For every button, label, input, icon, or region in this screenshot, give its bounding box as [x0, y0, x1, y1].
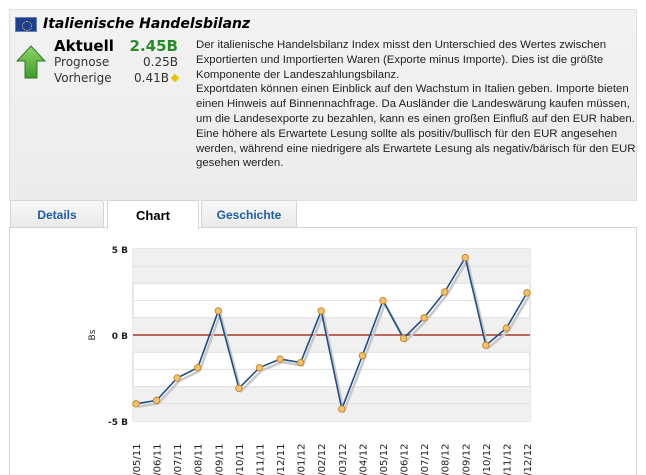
x-tick-label: 15/11/11	[255, 444, 266, 475]
data-point	[296, 358, 305, 367]
x-tick-label: 12/08/11	[194, 444, 205, 475]
actual-row: Aktuell 2.45B	[54, 37, 178, 55]
x-tick-label: 14/10/11	[235, 444, 246, 475]
indicator-header-panel: Italienische Handelsbilanz Aktuell 2.45B…	[9, 9, 637, 201]
previous-value: 0.41B	[134, 71, 169, 85]
forecast-row: Prognose 0.25B	[54, 55, 178, 69]
data-point	[235, 384, 243, 393]
x-tick-label: 16/07/12	[420, 444, 431, 475]
data-point	[358, 351, 367, 360]
previous-label: Vorherige	[54, 71, 112, 85]
description-paragraph: Eine höhere als Erwartete Lesung sollte …	[196, 127, 636, 170]
data-point	[152, 396, 161, 405]
x-tick-label: 17/12/12	[523, 444, 534, 475]
data-point	[255, 363, 264, 372]
y-axis-label: Bs	[88, 329, 98, 340]
indicator-title: Italienische Handelsbilanz	[43, 16, 251, 32]
y-tick-label: 0 B	[112, 332, 128, 342]
data-point	[214, 307, 223, 315]
data-point	[399, 334, 408, 343]
x-tick-label: 15/07/11	[173, 444, 184, 475]
tab-chart[interactable]: Chart	[107, 200, 199, 229]
data-point	[523, 289, 531, 297]
tab-bar: Details Chart Geschichte	[9, 200, 637, 229]
up-arrow-icon	[16, 45, 46, 79]
x-tick-label: 15/06/12	[400, 444, 411, 475]
data-point	[440, 288, 449, 296]
data-point	[379, 296, 387, 305]
data-point	[132, 400, 140, 408]
x-tick-label: 16/02/12	[317, 444, 328, 475]
y-tick-label: -5 B	[108, 418, 128, 428]
eu-flag-icon	[15, 16, 37, 32]
data-point	[173, 374, 181, 382]
x-tick-label: 19/12/11	[276, 444, 287, 475]
x-tick-label: 17/09/12	[461, 444, 472, 475]
actual-label: Aktuell	[54, 37, 114, 55]
summary-box: Aktuell 2.45B Prognose 0.25B Vorherige 0…	[14, 37, 182, 92]
forecast-value: 0.25B	[143, 55, 178, 69]
tab-history[interactable]: Geschichte	[201, 200, 297, 228]
forecast-label: Prognose	[54, 55, 110, 69]
description-paragraph: Der italienische Handelsbilanz Index mis…	[196, 39, 607, 81]
data-point	[420, 314, 428, 322]
x-tick-label: 16/09/11	[214, 444, 225, 475]
x-tick-label: 17/06/11	[153, 444, 164, 475]
data-point	[276, 355, 284, 363]
tab-details[interactable]: Details	[10, 200, 104, 228]
data-point	[482, 341, 490, 350]
x-tick-label: 09/08/12	[441, 444, 452, 475]
x-tick-label: 18/01/12	[297, 444, 308, 475]
description-paragraph: Exportdaten können einen Einblick auf de…	[196, 83, 635, 125]
x-tick-label: 16/03/12	[338, 444, 349, 475]
description: Der italienische Handelsbilanz Index mis…	[196, 38, 636, 171]
line-chart: 5 B 0 B -5 B Bs 16/05/11 17/06/11 15/07/11 12/0…	[88, 246, 534, 475]
revision-diamond-icon	[170, 73, 180, 83]
previous-value-wrap: 0.41B	[134, 71, 180, 85]
data-point	[317, 307, 325, 315]
data-point	[194, 363, 202, 372]
previous-row: Vorherige 0.41B	[54, 71, 180, 85]
data-point	[461, 253, 469, 262]
x-tick-label: 16/10/12	[482, 444, 493, 475]
title-row: Italienische Handelsbilanz	[15, 15, 250, 33]
y-tick-label: 5 B	[112, 246, 128, 256]
x-tick-label: 16/04/12	[358, 444, 369, 475]
data-point	[502, 324, 511, 332]
chart-panel: 5 B 0 B -5 B Bs 16/05/11 17/06/11 15/07/11 12/0…	[9, 227, 637, 475]
x-tick-label: 16/05/11	[132, 444, 143, 475]
x-tick-label: 16/05/12	[379, 444, 390, 475]
x-tick-label: 16/11/12	[502, 444, 513, 475]
series-line	[135, 256, 528, 410]
series-line-shadow	[137, 259, 531, 414]
actual-value: 2.45B	[129, 37, 178, 55]
data-point	[338, 405, 346, 413]
